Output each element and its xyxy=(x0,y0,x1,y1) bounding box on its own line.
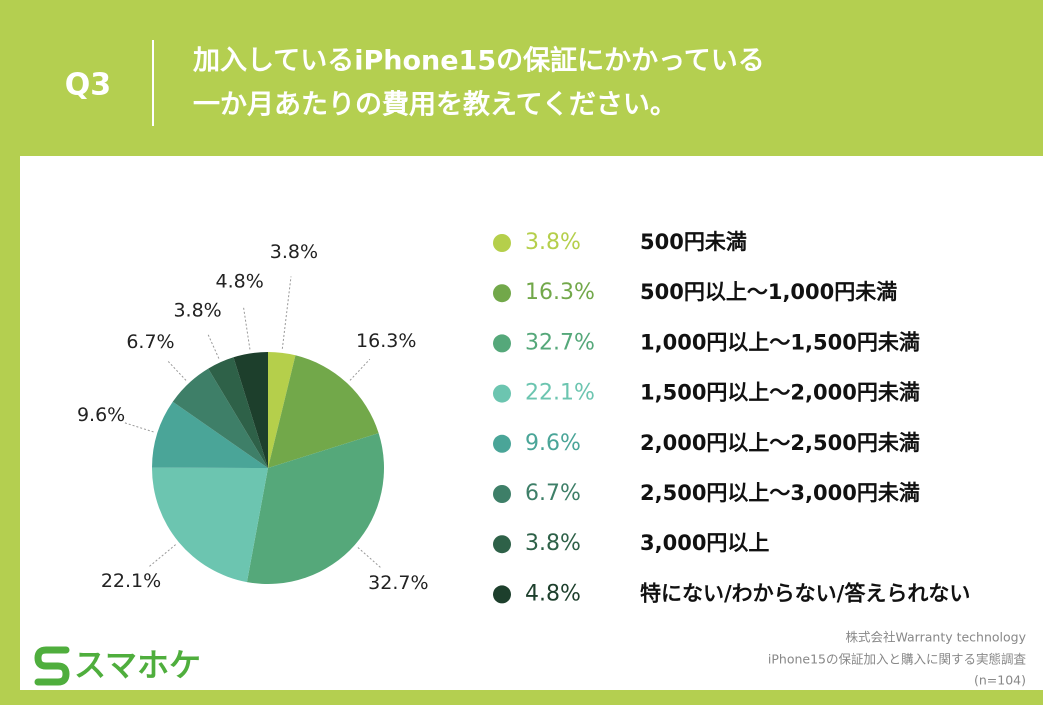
source-line: (n=104) xyxy=(974,673,1026,688)
legend-value: 3.8% xyxy=(525,230,581,255)
legend-dot xyxy=(493,234,511,252)
legend-dot xyxy=(493,384,511,403)
pie-slice xyxy=(152,467,268,583)
logo-icon xyxy=(34,646,70,686)
leader-line xyxy=(206,332,220,359)
legend-label: 2,000円以上〜2,500円未満 xyxy=(640,431,920,455)
legend-label: 1,500円以上〜2,000円未満 xyxy=(640,381,920,405)
legend-value: 6.7% xyxy=(525,481,581,506)
slice-label: 9.6% xyxy=(77,404,125,426)
legend-value: 16.3% xyxy=(525,280,595,305)
logo: スマホケ xyxy=(34,646,201,686)
legend-dot xyxy=(493,485,511,503)
legend-label: 1,000円以上〜1,500円未満 xyxy=(640,330,920,354)
legend-label: 500円以上〜1,000円未満 xyxy=(640,280,897,304)
logo-text: スマホケ xyxy=(74,646,201,684)
legend-value: 4.8% xyxy=(525,581,581,606)
legend-dot xyxy=(493,284,511,303)
legend-dot xyxy=(493,334,511,353)
slice-label: 6.7% xyxy=(126,331,174,353)
pie-slice xyxy=(172,368,268,468)
slice-label: 3.8% xyxy=(173,300,221,322)
legend-label: 3,000円以上 xyxy=(640,531,769,555)
leader-line xyxy=(281,276,292,349)
leader-line xyxy=(123,422,154,433)
source-line: 株式会社Warranty technology xyxy=(845,630,1026,645)
question-number: Q3 xyxy=(65,68,111,103)
leader-line xyxy=(166,359,187,381)
slice-label: 16.3% xyxy=(356,330,416,352)
pie-slice xyxy=(268,352,296,468)
slice-label: 4.8% xyxy=(216,271,264,293)
slice-label: 22.1% xyxy=(101,570,161,592)
legend-label: 特にない/わからない/答えられない xyxy=(640,581,970,605)
legend-value: 3.8% xyxy=(525,531,581,556)
slice-label: 32.7% xyxy=(368,572,428,594)
legend-dot xyxy=(493,585,511,604)
legend-value: 9.6% xyxy=(525,431,581,456)
legend-dot xyxy=(493,434,511,453)
title-line: 一か月あたりの費用を教えてください。 xyxy=(193,90,677,121)
leader-line xyxy=(349,358,371,381)
title-line: 加入しているiPhone15の保証にかかっている xyxy=(193,45,765,77)
pie-slice xyxy=(152,401,268,468)
legend-value: 32.7% xyxy=(525,330,595,355)
legend-label: 2,500円以上〜3,000円未満 xyxy=(640,481,920,505)
slice-label: 3.8% xyxy=(270,241,318,263)
pie-slice xyxy=(233,352,268,468)
leader-line xyxy=(357,547,381,568)
source-line: iPhone15の保証加入と購入に関する実態調査 xyxy=(768,652,1027,667)
pie-slice xyxy=(208,357,268,468)
pie-slice xyxy=(246,433,384,585)
legend-value: 22.1% xyxy=(525,381,595,406)
leader-line xyxy=(149,544,176,567)
legend-dot xyxy=(493,535,511,554)
legend-label: 500円未満 xyxy=(640,230,747,254)
pie-slice xyxy=(268,355,379,468)
leader-line xyxy=(242,305,251,350)
